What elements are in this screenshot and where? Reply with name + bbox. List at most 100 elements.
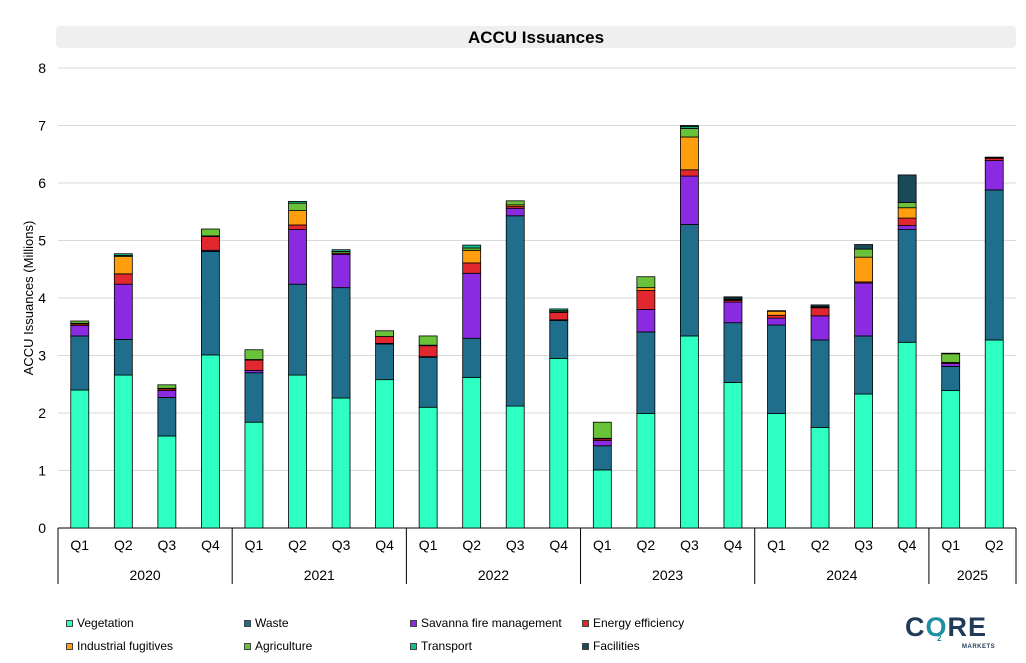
bar-segment — [462, 244, 482, 249]
x-tick-label: Q3 — [680, 537, 699, 553]
bar-segment — [897, 341, 917, 529]
bar-segment — [113, 256, 133, 275]
bar-segment — [288, 200, 307, 204]
bar-segment — [636, 413, 656, 529]
x-tick-label: Q1 — [70, 537, 89, 553]
legend-swatch — [66, 619, 73, 627]
bar-segment — [113, 374, 133, 529]
bar-segment — [549, 311, 569, 321]
legend-item: Vegetation — [66, 616, 134, 630]
bar-segment — [113, 253, 133, 256]
logo-subscript: 2 — [937, 634, 942, 643]
bar-segment — [854, 335, 873, 395]
bar-segment — [680, 175, 699, 225]
bar-segment — [288, 229, 307, 285]
x-tick-label: Q4 — [549, 537, 568, 553]
bar-segment — [680, 223, 699, 337]
bar-segment — [854, 393, 873, 529]
bar-segment — [201, 354, 220, 529]
x-tick-label: Q2 — [114, 537, 133, 553]
bar-segment — [810, 307, 830, 317]
bar-segment — [201, 236, 220, 251]
legend-item: Energy efficiency — [582, 616, 684, 630]
bar-segment — [505, 200, 525, 206]
bar-segment — [897, 174, 917, 203]
bar-segment — [854, 256, 873, 283]
bar-segment — [288, 202, 307, 211]
legend-swatch — [244, 619, 251, 627]
bar-segment — [418, 345, 438, 358]
bar-segment — [375, 343, 394, 381]
bar-segment — [288, 374, 307, 529]
bar-segment — [984, 339, 1004, 529]
bar-segment — [375, 379, 394, 529]
bar-segment — [680, 136, 699, 171]
bar-segment — [331, 287, 351, 399]
bar-segment — [941, 366, 961, 391]
bar-segment — [462, 262, 482, 274]
bar-segment — [897, 202, 917, 209]
x-tick-label: Q1 — [593, 537, 612, 553]
bar-segment — [331, 253, 351, 289]
legend-item: Industrial fugitives — [66, 639, 173, 653]
bar-segment — [592, 440, 612, 447]
bar-segment — [854, 282, 873, 337]
bar-segment — [113, 338, 133, 376]
y-tick-label: 3 — [38, 348, 46, 364]
y-tick-label: 1 — [38, 463, 46, 479]
bar-segment — [636, 287, 656, 291]
bar-segment — [70, 320, 90, 324]
bar-segment — [984, 189, 1004, 341]
bar-segment — [331, 249, 351, 252]
bar-segment — [897, 207, 917, 219]
x-tick-label: Q4 — [201, 537, 220, 553]
bar-segment — [767, 324, 786, 414]
bar-segment — [897, 225, 917, 230]
legend-item: Agriculture — [244, 639, 312, 653]
legend-swatch — [244, 642, 251, 650]
bar-segment — [375, 336, 394, 344]
legend-label: Transport — [421, 639, 472, 653]
bar-segment — [331, 397, 351, 529]
bar-segment — [549, 357, 569, 529]
logo-wordmark: CORE — [905, 612, 988, 642]
bar-segment — [854, 248, 873, 258]
y-tick-label: 6 — [38, 175, 46, 191]
x-tick-label: Q4 — [375, 537, 394, 553]
bar-segment — [288, 210, 307, 226]
x-tick-label: Q3 — [506, 537, 525, 553]
chart-legend: Vegetation Waste Savanna fire management En… — [66, 616, 766, 660]
bar-segment — [288, 224, 307, 230]
chart-title: ACCU Issuances — [467, 28, 605, 47]
bar-segment — [636, 290, 656, 310]
x-tick-label: Q3 — [854, 537, 873, 553]
x-tick-label: Q3 — [158, 537, 177, 553]
bar-segment — [157, 384, 177, 389]
bar-segment — [157, 397, 177, 437]
legend-label: Energy efficiency — [593, 616, 685, 630]
bar-segment — [723, 382, 743, 529]
x-tick-label: Q2 — [462, 537, 481, 553]
x-tick-label: Q1 — [419, 537, 438, 553]
bar-segment — [201, 251, 220, 356]
bar-segment — [244, 349, 264, 360]
bar-segment — [941, 352, 961, 355]
bar-segment — [462, 249, 482, 264]
legend-label: Waste — [255, 616, 289, 630]
bar-segment — [680, 125, 699, 128]
legend-swatch — [410, 619, 417, 627]
logo-subtitle: MARKETS — [962, 644, 996, 650]
legend-swatch — [582, 642, 589, 650]
x-tick-label: Q2 — [288, 537, 307, 553]
bar-segment — [810, 426, 830, 529]
bar-segment — [157, 435, 177, 529]
bar-segment — [636, 276, 656, 289]
bar-segment — [941, 390, 961, 529]
x-tick-label: Q2 — [985, 537, 1004, 553]
bar-segment — [418, 356, 438, 408]
bar-segment — [244, 372, 264, 423]
legend-label: Industrial fugitives — [77, 639, 174, 653]
y-tick-label: 5 — [38, 233, 46, 249]
bar-segment — [897, 217, 917, 226]
